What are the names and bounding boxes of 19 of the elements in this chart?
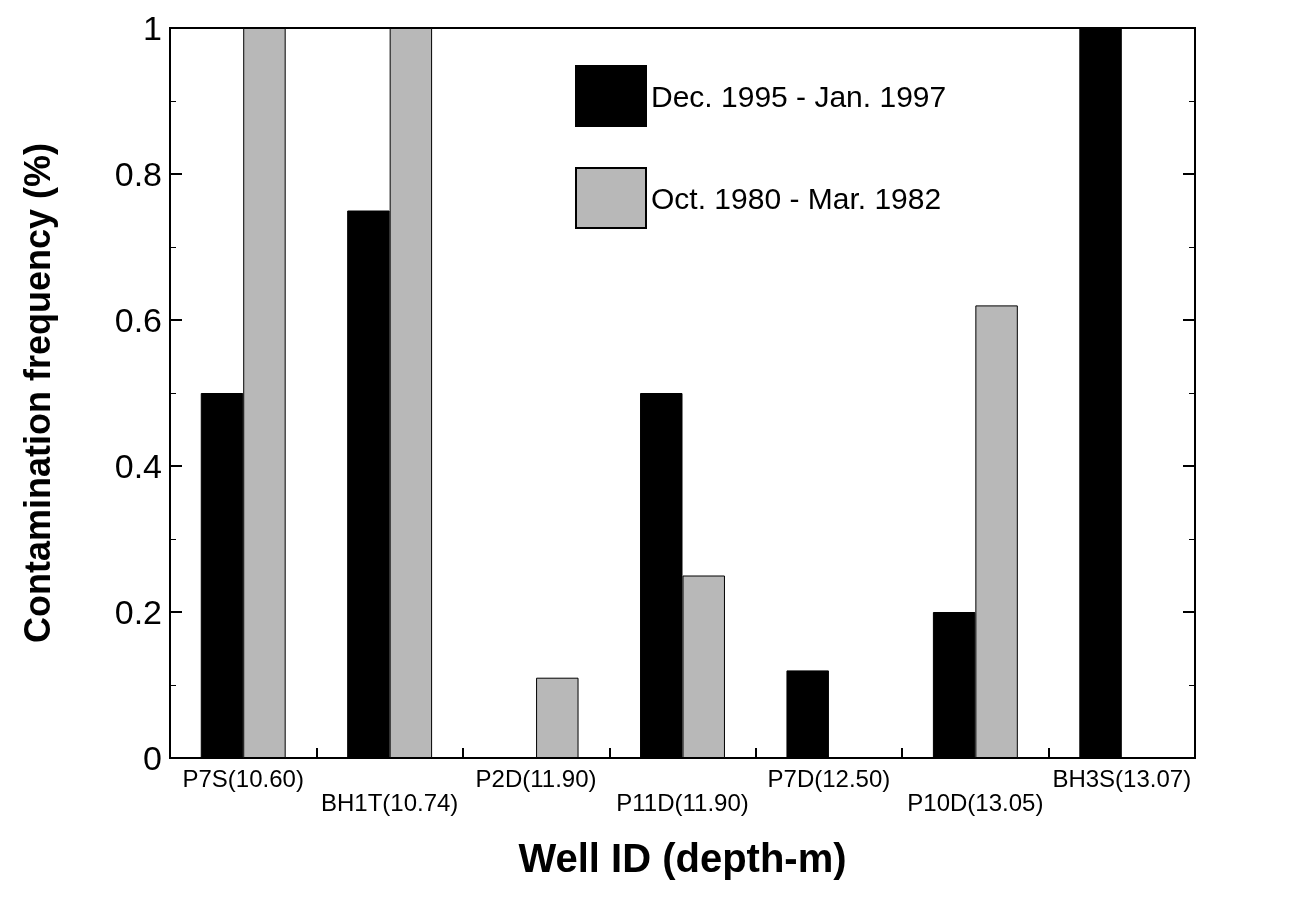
bar [536, 677, 579, 758]
y-tick-label: 1 [143, 9, 162, 47]
y-tick-label: 0.8 [114, 155, 162, 193]
y-axis-title: Contamination frequency (%) [16, 142, 58, 644]
x-tick-label: BH3S(13.07) [1052, 764, 1192, 792]
y-tick-label: 0.2 [114, 593, 162, 631]
x-tick-label: P7S(10.60) [182, 764, 304, 792]
legend-label: Oct. 1980 - Mar. 1982 [651, 181, 942, 215]
x-tick-label: P7D(12.50) [767, 764, 891, 792]
x-axis-title: Well ID (depth-m) [518, 836, 847, 880]
legend-label: Dec. 1995 - Jan. 1997 [651, 79, 947, 113]
x-tick-label: BH1T(10.74) [320, 788, 459, 816]
y-tick-label: 0.6 [114, 301, 162, 339]
y-tick-label: 0 [143, 739, 162, 777]
bar [786, 670, 829, 758]
x-tick-label: P2D(11.90) [475, 764, 597, 792]
y-tick-label: 0.4 [114, 447, 162, 485]
x-tick-label: P10D(13.05) [907, 788, 1044, 816]
x-tick-label: P11D(11.90) [616, 788, 749, 816]
